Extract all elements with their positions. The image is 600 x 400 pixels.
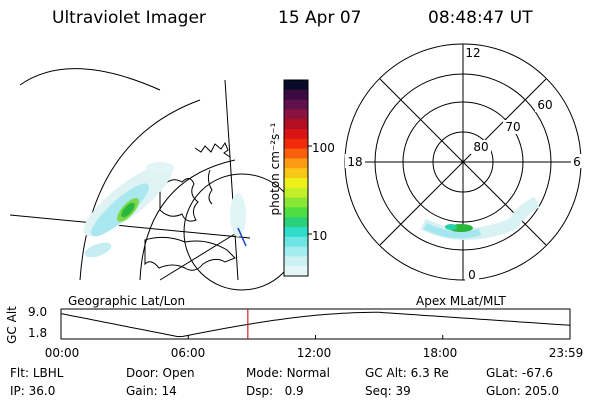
colorbar-unit-label: photon cm⁻²s⁻¹ bbox=[268, 122, 282, 216]
map-latitude-arc bbox=[79, 99, 201, 281]
observation-date: 15 Apr 07 bbox=[278, 8, 362, 28]
info-door-value: Open bbox=[162, 366, 195, 380]
altitude-plot-frame bbox=[60, 308, 571, 340]
aurora-emission bbox=[83, 162, 246, 258]
info-filter-value: LBHL bbox=[32, 366, 64, 380]
colorbar-segment bbox=[284, 158, 308, 169]
colorbar-segment bbox=[284, 256, 308, 267]
colorbar-segment bbox=[284, 207, 308, 218]
instrument-title: Ultraviolet Imager bbox=[52, 8, 206, 28]
info-dsp-value: 0.9 bbox=[284, 384, 304, 398]
colorbar-segment bbox=[284, 266, 308, 277]
map-longitude-line bbox=[224, 79, 239, 281]
info-glon-value: 205.0 bbox=[524, 384, 559, 398]
info-seq: Seq: 39 bbox=[365, 384, 411, 398]
colorbar bbox=[283, 79, 312, 277]
colorbar-segment bbox=[284, 89, 308, 101]
colorbar-segment bbox=[284, 80, 308, 91]
info-mode: Mode: Normal bbox=[246, 366, 330, 380]
colorbar-segment bbox=[284, 197, 308, 208]
mlt-label-18: 18 bbox=[347, 155, 362, 169]
info-filter: Flt: LBHL bbox=[10, 366, 64, 380]
map-latitude-arc bbox=[19, 68, 161, 91]
map-longitude-line bbox=[9, 214, 251, 239]
altitude-ytick: 9.0 bbox=[28, 305, 48, 319]
mlt-label-0: 0 bbox=[468, 268, 476, 282]
lat-label-70: 70 bbox=[505, 120, 520, 134]
info-glat: GLat: -67.6 bbox=[486, 366, 553, 380]
altitude-xtick: 00:00 bbox=[44, 346, 80, 360]
colorbar-segment bbox=[284, 187, 308, 199]
altitude-xtick: 06:00 bbox=[170, 346, 206, 360]
lat-label-80: 80 bbox=[473, 140, 488, 154]
colorbar-tick-label: 100 bbox=[312, 141, 335, 155]
info-door: Door: Open bbox=[126, 366, 195, 380]
left-map-label: Geographic Lat/Lon bbox=[68, 294, 186, 308]
colorbar-segment bbox=[284, 227, 308, 238]
colorbar-segment bbox=[284, 109, 308, 120]
mlt-label-6: 6 bbox=[573, 155, 581, 169]
altitude-curve bbox=[60, 311, 571, 338]
colorbar-segment bbox=[284, 246, 308, 257]
colorbar-border bbox=[283, 79, 309, 277]
colorbar-segment bbox=[284, 217, 308, 228]
info-dsp: Dsp: 0.9 bbox=[246, 384, 304, 398]
mlt-label-12: 12 bbox=[465, 46, 480, 60]
sun-direction-line bbox=[237, 227, 247, 247]
info-gcalt-value: 6.3 Re bbox=[410, 366, 449, 380]
info-gain: Gain: 14 bbox=[126, 384, 177, 398]
lat-label-60: 60 bbox=[537, 98, 552, 112]
info-seq-value: 39 bbox=[395, 384, 411, 398]
map-latitude-arc bbox=[139, 159, 236, 281]
altitude-ytick: 1.8 bbox=[28, 326, 48, 340]
colorbar-segment bbox=[284, 236, 308, 248]
info-glon: GLon: 205.0 bbox=[486, 384, 559, 398]
info-gain-value: 14 bbox=[161, 384, 177, 398]
colorbar-segment bbox=[284, 148, 308, 159]
colorbar-segment bbox=[284, 168, 308, 179]
info-ip: IP: 36.0 bbox=[10, 384, 56, 398]
right-map-label: Apex MLat/MLT bbox=[416, 294, 506, 308]
colorbar-segment bbox=[284, 178, 308, 189]
colorbar-segment bbox=[284, 138, 308, 150]
geographic-map bbox=[9, 68, 301, 291]
altitude-xtick: 12:00 bbox=[296, 346, 332, 360]
altitude-xtick: 18:00 bbox=[422, 346, 458, 360]
altitude-plot bbox=[60, 308, 571, 340]
coastline bbox=[144, 141, 236, 271]
observation-time: 08:48:47 UT bbox=[428, 8, 533, 28]
colorbar-segment bbox=[284, 99, 308, 110]
info-glat-value: -67.6 bbox=[521, 366, 553, 380]
map-longitude-line bbox=[159, 231, 239, 281]
info-mode-value: Normal bbox=[286, 366, 330, 380]
info-gcalt: GC Alt: 6.3 Re bbox=[365, 366, 449, 380]
colorbar-tick-label: 10 bbox=[312, 229, 328, 243]
colorbar-segment bbox=[284, 119, 308, 130]
aurora-emission bbox=[420, 196, 540, 240]
colorbar-segment bbox=[284, 129, 308, 140]
altitude-ylabel: GC Alt bbox=[5, 306, 19, 344]
altitude-xtick: 23:59 bbox=[548, 346, 584, 360]
polar-plot: 12 18 6 0 80 70 60 bbox=[344, 43, 583, 282]
info-ip-value: 36.0 bbox=[28, 384, 56, 398]
